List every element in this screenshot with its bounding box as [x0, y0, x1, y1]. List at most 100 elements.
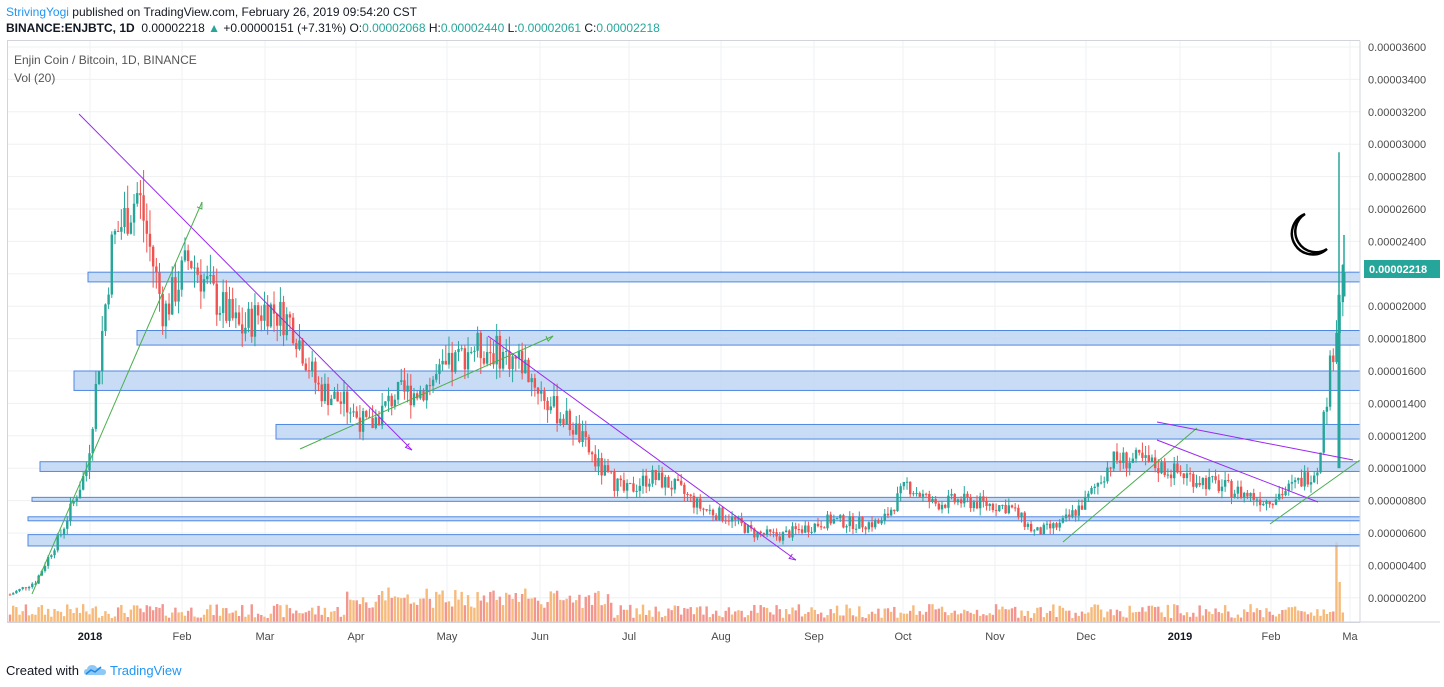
candle-body — [476, 332, 479, 351]
support-zone — [27, 534, 1361, 547]
candle-body — [625, 483, 629, 491]
volume-bar — [269, 613, 273, 622]
candle-body — [1322, 411, 1325, 453]
y-tick-label: 0.00003200 — [1368, 107, 1426, 119]
volume-bar — [489, 591, 492, 622]
volume-bar — [221, 608, 225, 622]
candle-body — [1033, 530, 1036, 532]
volume-bar — [409, 603, 412, 622]
candle-body — [279, 301, 282, 326]
volume-bar — [797, 604, 801, 622]
candle-body — [899, 486, 902, 494]
volume-bar — [1201, 615, 1205, 622]
volume-bar — [253, 617, 257, 622]
candle-body — [829, 514, 832, 524]
candle-body — [97, 371, 101, 384]
candle-body — [129, 222, 133, 234]
candle-body — [530, 378, 533, 383]
candle-body — [234, 312, 238, 319]
candle-body — [81, 476, 85, 490]
candle-body — [24, 587, 28, 589]
volume-bar — [867, 614, 871, 622]
volume-bar — [116, 607, 120, 622]
candle-body — [244, 327, 247, 334]
candle-body — [1223, 480, 1227, 487]
volume-bar — [969, 612, 972, 622]
support-zone — [275, 423, 1361, 440]
candle-body — [1252, 493, 1255, 500]
candle-body — [743, 523, 746, 533]
volume-bar — [387, 587, 390, 622]
volume-bar — [396, 597, 400, 622]
volume-bar — [527, 598, 530, 622]
volume-bar — [549, 591, 552, 622]
candle-body — [915, 492, 918, 494]
candle-body — [823, 527, 826, 529]
volume-bar — [457, 599, 460, 622]
candle-body — [158, 272, 161, 294]
candle-body — [549, 406, 552, 411]
volume-bar — [625, 609, 629, 622]
volume-bar — [845, 604, 848, 622]
volume-bar — [298, 613, 301, 622]
volume-bar — [953, 610, 956, 622]
candle-body — [533, 378, 537, 388]
trend-line-down — [487, 335, 797, 561]
volume-bar — [320, 614, 323, 622]
volume-bar — [256, 613, 260, 622]
volume-bar — [431, 607, 435, 622]
candle-body — [1281, 493, 1284, 496]
volume-bar — [1227, 611, 1230, 622]
volume-bar — [1144, 611, 1147, 622]
candle-body — [75, 498, 78, 501]
volume-bar — [638, 614, 642, 622]
volume-bar — [1211, 614, 1214, 622]
volume-bar — [1118, 611, 1122, 622]
candle-body — [94, 383, 98, 429]
volume-bar — [851, 615, 855, 622]
candle-body — [1007, 505, 1011, 514]
candle-body — [1211, 476, 1214, 478]
x-tick-label: Jun — [531, 631, 549, 643]
volume-bar — [393, 596, 397, 622]
candle-body — [1239, 486, 1243, 498]
low-label: L: — [507, 21, 518, 35]
candle-body — [597, 458, 600, 467]
tradingview-link[interactable]: TradingView — [110, 663, 182, 678]
candle-body — [759, 531, 762, 534]
x-tick-label: Apr — [347, 631, 364, 643]
volume-bar — [540, 604, 543, 622]
volume-bar — [1258, 609, 1262, 622]
volume-bar — [775, 605, 778, 622]
volume-bar — [463, 605, 467, 622]
candle-body — [877, 520, 880, 524]
candle-body — [110, 234, 113, 295]
candle-body — [241, 324, 244, 334]
volume-bar — [1134, 612, 1138, 622]
last-price-badge: 0.00002218 — [1364, 260, 1440, 278]
volume-bar — [361, 597, 365, 622]
volume-bar — [406, 594, 409, 622]
candle-body — [874, 520, 877, 528]
candle-body — [116, 230, 120, 232]
candle-body — [651, 469, 654, 484]
volume-bar — [260, 614, 263, 622]
volume-bar — [676, 606, 680, 622]
candle-body — [511, 356, 514, 370]
volume-bar — [470, 606, 473, 622]
candle-body — [1017, 507, 1020, 518]
volume-bar — [555, 590, 559, 622]
author-link[interactable]: StrivingYogi — [6, 5, 69, 19]
volume-bar — [1039, 607, 1042, 622]
candle-body — [686, 493, 689, 495]
candle-body — [950, 494, 953, 496]
candle-body — [393, 399, 397, 407]
candle-body — [304, 363, 308, 371]
volume-bar — [206, 609, 209, 622]
volume-bar — [148, 606, 152, 622]
candle-body — [1045, 523, 1049, 525]
volume-bar — [126, 617, 129, 622]
volume-bar — [40, 605, 44, 622]
candle-body — [1093, 486, 1096, 489]
